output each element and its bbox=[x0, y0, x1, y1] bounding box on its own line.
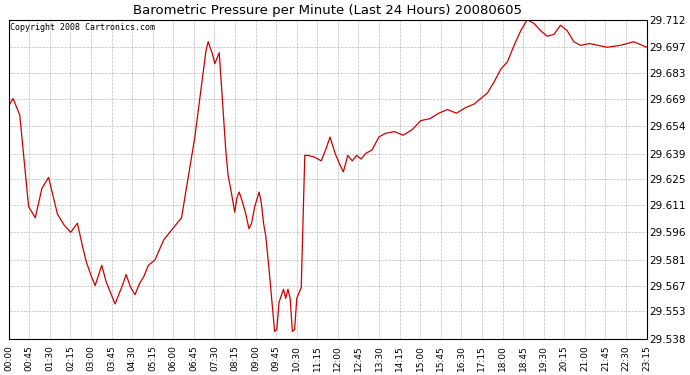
Text: Copyright 2008 Cartronics.com: Copyright 2008 Cartronics.com bbox=[10, 23, 155, 32]
Title: Barometric Pressure per Minute (Last 24 Hours) 20080605: Barometric Pressure per Minute (Last 24 … bbox=[133, 4, 522, 17]
